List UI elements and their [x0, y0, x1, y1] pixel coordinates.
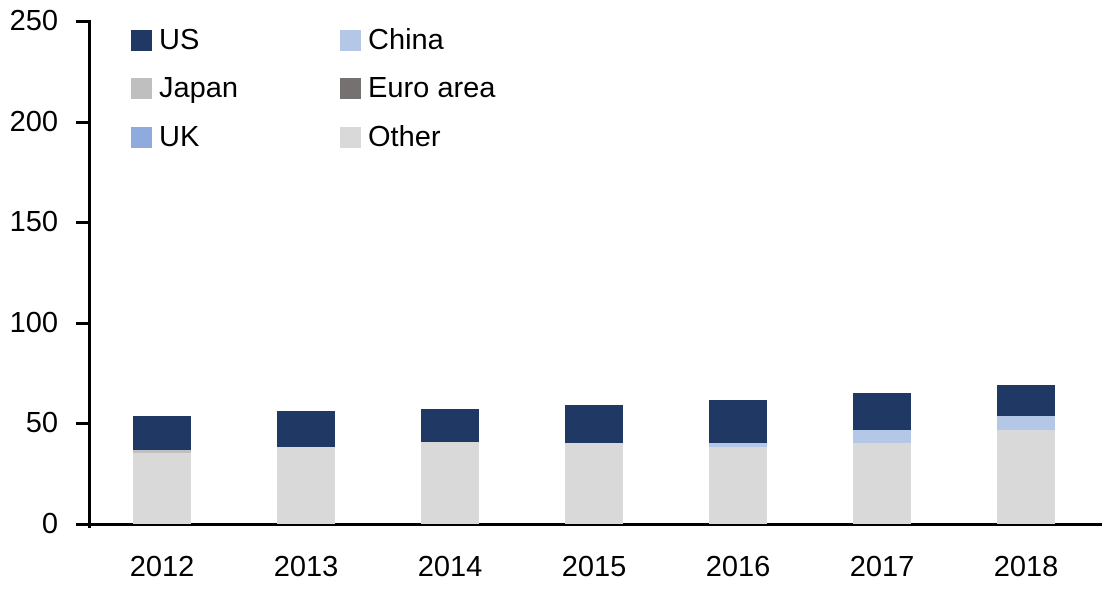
x-tick-label-2013: 2013 [273, 551, 339, 583]
x-axis-line [76, 523, 1102, 526]
y-tick-150 [76, 221, 89, 225]
x-tick-label-2016: 2016 [705, 551, 771, 583]
bar-segment-other-2013 [277, 446, 335, 524]
y-tick-250 [76, 20, 89, 23]
bar-segment-other-2015 [565, 442, 623, 524]
legend-swatch-us [131, 30, 152, 51]
y-tick-label-100: 100 [9, 306, 58, 339]
y-tick-label-50: 50 [25, 407, 58, 440]
x-tick-label-2017: 2017 [849, 551, 915, 583]
bar-segment-other-2017 [853, 442, 911, 524]
x-tick-label-2014: 2014 [417, 551, 483, 583]
legend-label-uk: UK [159, 121, 200, 153]
legend-label-us: US [159, 24, 200, 56]
y-tick-50 [76, 422, 89, 426]
legend-swatch-uk [131, 127, 152, 148]
legend-swatch-other [340, 127, 361, 148]
y-axis-line [88, 20, 91, 528]
x-tick-label-2012: 2012 [129, 551, 195, 583]
bar-segment-other-2018 [997, 429, 1055, 524]
legend-swatch-china [340, 30, 361, 51]
y-tick-200 [76, 120, 89, 124]
legend-label-japan: Japan [159, 72, 239, 104]
y-tick-label-250: 250 [9, 5, 58, 37]
legend-swatch-euro-area [340, 78, 361, 99]
x-tick-label-2015: 2015 [561, 551, 627, 583]
bar-segment-other-2016 [709, 446, 767, 524]
legend-label-china: China [368, 24, 444, 56]
bar-segment-other-2014 [421, 441, 479, 524]
legend-label-euro-area: Euro area [368, 72, 496, 104]
bar-segment-other-2012 [133, 453, 191, 524]
y-tick-0 [76, 523, 89, 526]
y-tick-label-0: 0 [41, 508, 58, 540]
y-tick-100 [76, 321, 89, 325]
x-tick-label-2018: 2018 [993, 551, 1059, 583]
legend-swatch-japan [131, 78, 152, 99]
legend-label-other: Other [368, 121, 441, 153]
y-tick-label-150: 150 [9, 206, 58, 239]
y-tick-label-200: 200 [9, 105, 58, 138]
